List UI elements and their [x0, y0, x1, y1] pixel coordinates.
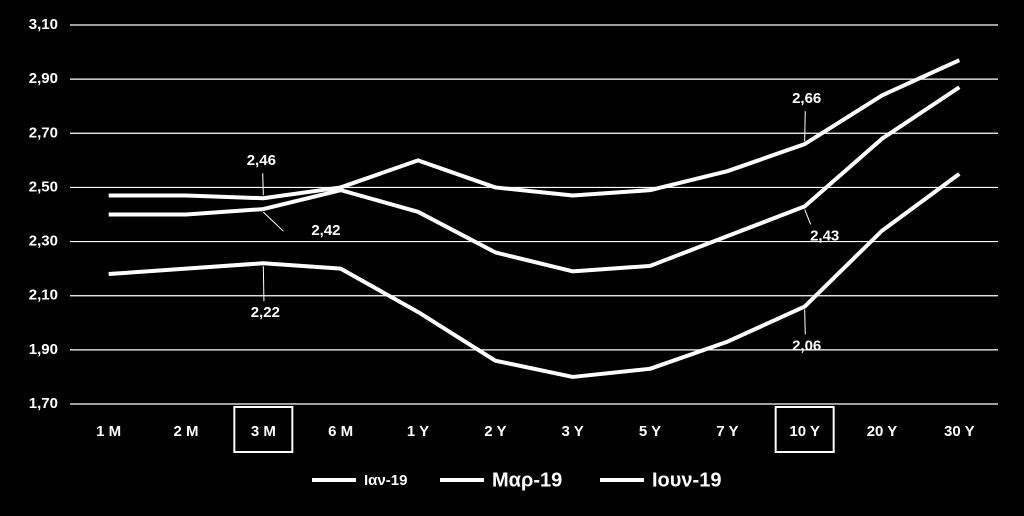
x-tick-label: 20 Y: [867, 423, 898, 440]
y-tick-label: 2,30: [29, 233, 58, 250]
data-label: 2,46: [247, 152, 276, 169]
x-tick-label: 10 Y: [789, 423, 820, 440]
data-label: 2,66: [792, 90, 821, 107]
label-leader: [804, 309, 806, 335]
data-label: 2,22: [251, 304, 280, 321]
label-leader: [262, 173, 264, 196]
legend-label: Ιουν-19: [652, 469, 721, 491]
y-tick-label: 2,90: [29, 70, 58, 87]
x-tick-label: 1 Y: [407, 423, 429, 440]
data-label: 2,43: [810, 227, 839, 244]
y-tick-label: 1,90: [29, 341, 58, 358]
x-tick-label: 6 M: [328, 423, 353, 440]
x-tick-label: 2 M: [173, 423, 198, 440]
label-leader: [804, 209, 812, 225]
label-leader: [804, 111, 806, 142]
category-highlight: [233, 406, 294, 453]
y-tick-label: 2,10: [29, 287, 58, 304]
series-line: [108, 58, 961, 201]
label-leader: [262, 266, 265, 302]
data-label: 2,06: [792, 338, 821, 355]
x-tick-label: 3 M: [251, 423, 276, 440]
y-tick-label: 2,50: [29, 178, 58, 195]
legend-label: Μαρ-19: [492, 469, 562, 491]
x-tick-label: 5 Y: [639, 423, 661, 440]
x-tick-label: 7 Y: [716, 423, 738, 440]
y-tick-label: 3,10: [29, 16, 58, 33]
y-tick-label: 2,70: [29, 124, 58, 141]
y-tick-label: 1,70: [29, 395, 58, 412]
x-tick-label: 1 M: [96, 423, 121, 440]
series-line: [108, 172, 961, 379]
x-tick-label: 3 Y: [562, 423, 584, 440]
series-line: [108, 85, 961, 274]
category-highlight: [774, 406, 835, 453]
label-leader: [262, 211, 284, 232]
x-tick-label: 2 Y: [484, 423, 506, 440]
legend-label: Ιαν-19: [364, 472, 407, 489]
data-label: 2,42: [311, 222, 340, 239]
x-tick-label: 30 Y: [944, 423, 975, 440]
